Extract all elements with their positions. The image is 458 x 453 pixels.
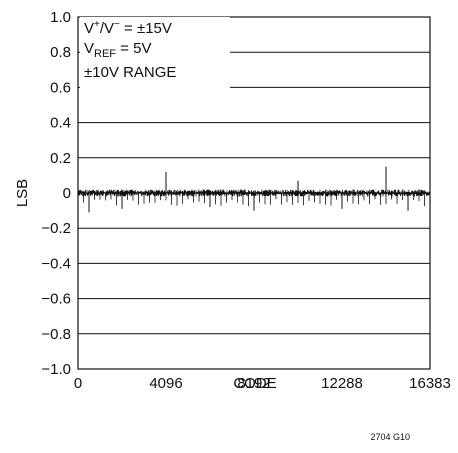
y-tick-labels: 1.0 0.8 0.6 0.4 0.2 0 −0.2 −0.4 −0.6 −0.8 −1.0 [41,9,71,378]
plot-frame [77,16,431,370]
annotation-range: ±10V RANGE [84,64,176,81]
y-tick-label: 0.8 [50,44,71,61]
annotation-supply: V+/V− = ±15V [84,19,172,37]
annotation-background [80,17,230,92]
inl-series [78,166,431,213]
y-tick-label: 0.4 [50,115,71,132]
y-tick-label: 0.6 [50,79,71,96]
y-tick-label: −0.8 [41,326,71,343]
y-tick-label: 0.2 [50,150,71,167]
x-tick-label: 8192 [237,375,270,392]
y-tick-label: 1.0 [50,9,71,26]
y-tick-label: 0 [63,185,71,202]
y-tick-label: −0.4 [41,255,71,272]
x-tick-label: 0 [74,375,82,392]
y-tick-label: −0.6 [41,291,71,308]
x-axis-label: CODE [233,375,276,392]
y-axis-label: LSB [14,179,31,207]
x-tick-label: 16383 [409,375,451,392]
y-tick-label: −1.0 [41,361,71,378]
annotation-vref: VREF = 5V [84,40,151,60]
x-tick-label: 4096 [149,375,182,392]
figure-id: 2704 G10 [370,432,410,442]
x-tick-labels: 0 4096 8192 12288 16383 [74,375,451,392]
y-tick-label: −0.2 [41,220,71,237]
x-tick-label: 12288 [321,375,363,392]
